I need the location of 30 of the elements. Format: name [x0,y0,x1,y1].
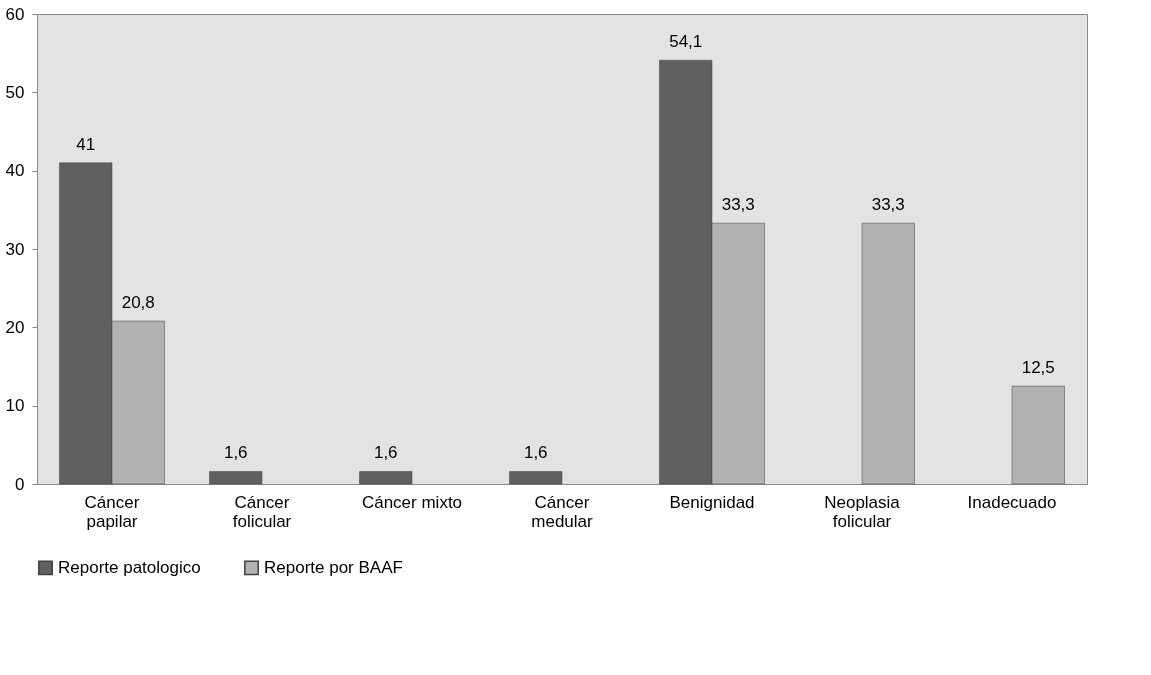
data-label: 33,3 [721,195,755,215]
y-tick-label: 50 [5,82,25,102]
bar [209,471,263,485]
bar [861,222,915,485]
x-tick-label: Cáncer folicular [232,492,292,531]
legend-label: Reporte patologico [58,557,201,577]
y-tick-label: 60 [5,4,25,24]
y-tick-label: 10 [5,396,25,416]
legend-label: Reporte por BAAF [264,557,403,577]
data-label: 1,6 [223,443,248,463]
data-label: 1,6 [523,443,548,463]
data-label: 41 [76,134,96,154]
x-tick-label: Cáncer mixto [361,492,463,512]
data-label: 1,6 [373,443,398,463]
data-label: 33,3 [871,195,905,215]
data-label: 12,5 [1021,358,1055,378]
data-label: 20,8 [121,293,155,313]
x-tick-label: Neoplasia folicular [824,492,901,531]
x-tick-label: Benignidad [669,492,755,512]
x-tick-label: Inadecuado [967,492,1057,512]
y-tick-label: 40 [5,161,25,181]
data-label: 54,1 [669,32,703,52]
x-tick-label: Cáncer medular [531,492,594,531]
bar [509,471,563,485]
y-tick-label: 0 [15,474,25,494]
x-tick-label: Cáncer papilar [84,492,140,531]
bar [359,471,413,485]
bar [1011,385,1065,485]
y-tick-label: 30 [5,239,25,259]
y-tick-label: 20 [5,317,25,337]
